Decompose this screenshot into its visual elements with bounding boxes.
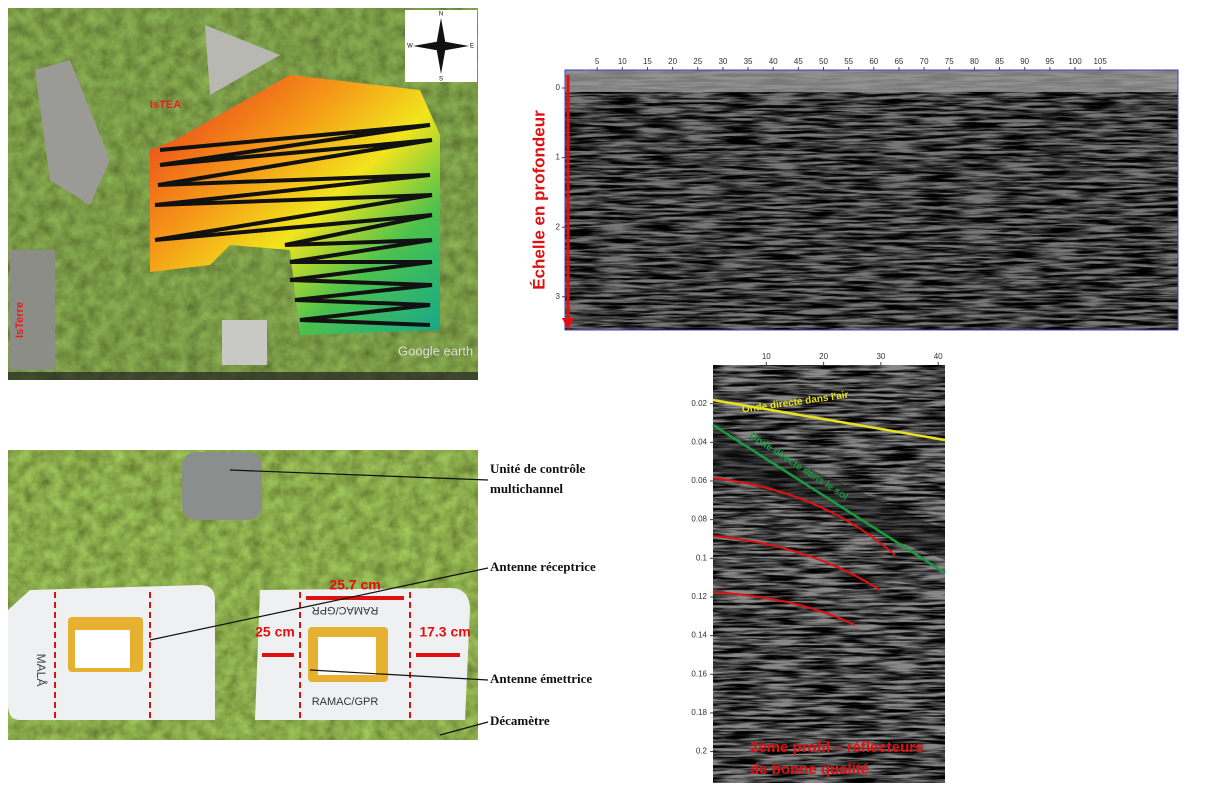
compass-label: N [439,12,443,18]
x-tick-label: 20 [668,57,677,66]
y-tick-label: 0.08 [691,515,707,524]
model: RAMAC/GPR [312,696,379,708]
building [222,320,267,365]
model: RAMAC/GPR [312,604,379,616]
compass-label: E [470,44,474,50]
status-bar [8,372,478,380]
radargram-texture [713,365,945,783]
compass-label: S [439,77,443,83]
x-tick-label: 40 [934,352,943,361]
x-tick-label: 10 [762,352,771,361]
control-unit [182,452,262,520]
x-tick-label: 80 [970,57,979,66]
y-tick-label: 0.12 [691,592,707,601]
x-tick-label: 30 [876,352,885,361]
y-tick-label: 0.16 [691,669,707,678]
map-label: IsTEA [150,99,181,111]
map-label: IsTerre [14,302,26,338]
x-tick-label: 25 [693,57,702,66]
profile-2-panel: Onde directe dans l'air Onde directe dan… [691,352,945,783]
x-tick-label: 65 [894,57,903,66]
x-tick-label: 50 [819,57,828,66]
x-tick-label: 60 [869,57,878,66]
x-tick-label: 5 [595,57,600,66]
x-tick-label: 40 [769,57,778,66]
callout: Décamètre [490,713,550,728]
x-tick-label: 30 [718,57,727,66]
x-tick-label: 90 [1020,57,1029,66]
y-tick-label: 0.04 [691,437,707,446]
dimension: 25 cm [255,624,295,640]
caption: 2ème profil – réflecteurs [750,739,923,756]
callout: multichannel [490,481,563,496]
callout: Unité de contrôle [490,461,586,476]
x-tick-label: 55 [844,57,853,66]
y-tick-label: 3 [556,292,561,301]
x-tick-label: 100 [1068,57,1082,66]
y-tick-label: 0.02 [691,399,707,408]
x-tick-label: 85 [995,57,1004,66]
y-tick-label: 0.2 [696,747,708,756]
x-tick-label: 105 [1093,57,1107,66]
y-tick-label: 0.1 [696,553,708,562]
y-tick-label: 0.06 [691,476,707,485]
radargram-texture [565,70,1178,330]
setup-panel: 25.7 cm 25 cm 17.3 cm MALÅ RAMAC/GPR RAM… [8,450,612,742]
y-tick-label: 0.14 [691,631,707,640]
air-band [565,70,1178,92]
transmitter-top [318,637,376,675]
x-tick-label: 15 [643,57,652,66]
x-tick-label: 75 [945,57,954,66]
figure: N E S W IsTEA IsTerre Google earth Échel… [0,0,1213,793]
receiver-top [75,630,130,668]
x-tick-label: 70 [920,57,929,66]
y-tick-label: 0.18 [691,708,707,717]
x-tick-label: 35 [744,57,753,66]
map-panel: N E S W IsTEA IsTerre Google earth [8,8,478,380]
caption: de bonne qualité [750,761,869,778]
y-tick-label: 1 [556,153,561,162]
callout: Antenne réceptrice [490,559,596,574]
x-tick-label: 45 [794,57,803,66]
axis-label: Échelle en profondeur [529,110,548,290]
compass-label: W [407,44,413,50]
x-tick-label: 20 [819,352,828,361]
watermark: Google earth [398,343,473,358]
dimension: 17.3 cm [419,624,470,640]
y-tick-label: 0 [556,83,561,92]
dimension: 25.7 cm [329,577,380,593]
y-tick-label: 2 [556,222,561,231]
brand: MALÅ [34,654,49,687]
x-tick-label: 10 [618,57,627,66]
x-tick-label: 95 [1045,57,1054,66]
callout: Antenne émettrice [490,671,592,686]
